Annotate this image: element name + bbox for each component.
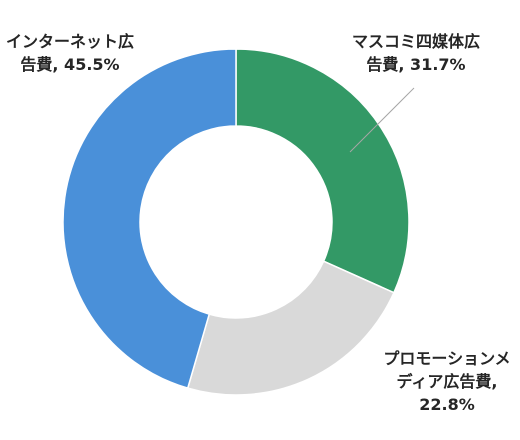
leader-lines-layer	[349, 87, 415, 153]
label-promotion-media: プロモーションメディア広告費, 22.8%	[383, 349, 510, 414]
label-internet: インターネット広告費, 45.5%	[6, 32, 134, 74]
label-mass-media-line: 告費, 31.7%	[366, 55, 465, 74]
label-promotion-media-line: ディア広告費,	[397, 372, 498, 391]
label-promotion-media-line: プロモーションメ	[383, 349, 510, 368]
slices-layer	[62, 48, 410, 396]
labels-layer: マスコミ四媒体広告費, 31.7% プロモーションメディア広告費, 22.8% インタ…	[6, 32, 511, 414]
slice-promotion-media	[186, 260, 395, 396]
slice-internet	[62, 48, 237, 390]
label-internet-line: 告費, 45.5%	[20, 55, 119, 74]
label-internet-line: インターネット広	[6, 32, 134, 51]
label-promotion-media-line: 22.8%	[419, 395, 475, 414]
slice-mass-media	[235, 48, 410, 294]
leader-line-mass-media	[349, 87, 415, 153]
label-mass-media: マスコミ四媒体広告費, 31.7%	[352, 32, 480, 74]
label-mass-media-line: マスコミ四媒体広	[352, 32, 480, 51]
